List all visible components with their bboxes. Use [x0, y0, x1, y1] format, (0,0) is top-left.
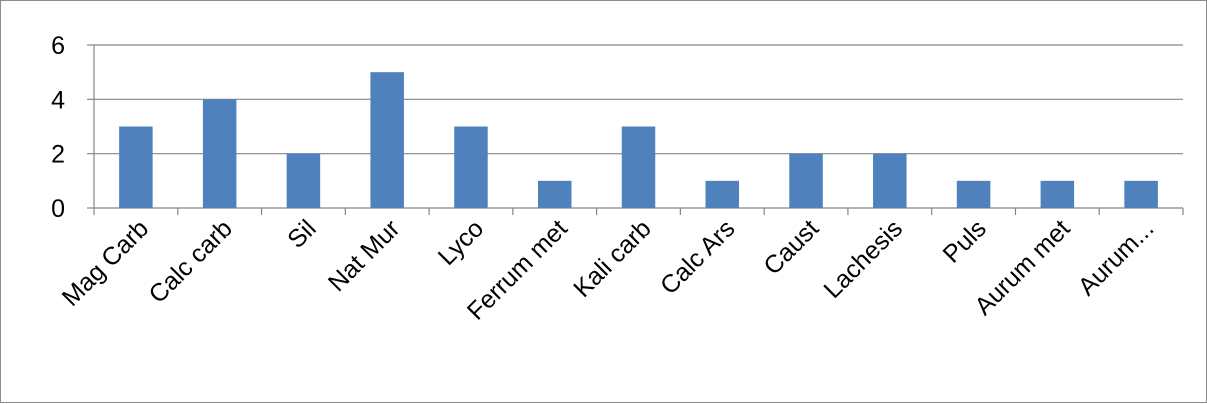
- x-tick-label: Lachesis: [818, 214, 908, 304]
- bar-lyco: [454, 126, 488, 208]
- bar-caust: [789, 153, 823, 208]
- bar-sil: [286, 153, 321, 208]
- x-tick-label: Caust: [758, 214, 824, 280]
- bar-calc-carb: [202, 99, 237, 208]
- x-tick-label: Calc Ars: [655, 214, 741, 300]
- bar-ferrum-met: [537, 180, 572, 208]
- y-tick-labels: 0 2 4 6: [51, 32, 65, 223]
- bars: [119, 72, 1158, 209]
- y-tick-label: 4: [51, 86, 65, 114]
- bar-kali-carb: [621, 126, 656, 208]
- x-tick-label: Mag Carb: [57, 214, 154, 311]
- y-tick-label: 2: [51, 141, 65, 169]
- y-tick-label: 0: [51, 195, 65, 223]
- x-tick-label: Calc carb: [143, 214, 237, 308]
- bar-lachesis: [873, 153, 907, 208]
- bar-puls: [956, 180, 991, 208]
- x-tick-label: Aurum...: [1073, 214, 1160, 301]
- bar-aurum-met: [1040, 180, 1075, 208]
- bar-mag-carb: [119, 126, 153, 208]
- bar-calc-ars: [705, 180, 740, 208]
- y-tick-label: 6: [51, 32, 65, 60]
- bar-nat-mur: [370, 72, 404, 209]
- x-tick-label: Kali carb: [568, 214, 657, 303]
- x-tick-label: Lyco: [433, 214, 489, 270]
- x-tick-label: Sil: [282, 214, 321, 253]
- x-tick-label: Nat Mur: [323, 214, 406, 297]
- x-tick-label: Puls: [938, 214, 992, 268]
- bar-aurum: [1124, 180, 1158, 208]
